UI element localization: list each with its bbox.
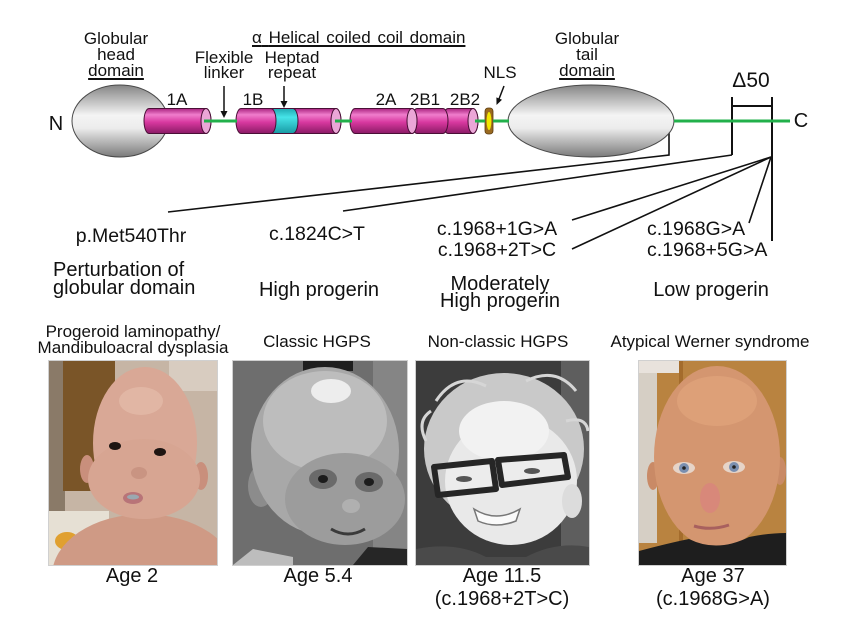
alpha-symbol: α — [252, 28, 262, 47]
connector-c1968ga — [748, 156, 772, 224]
patient-portrait-image — [49, 361, 217, 565]
flexible-linker-line1: Flexible — [194, 48, 254, 67]
connector-p-met540thr — [167, 131, 670, 213]
heptad-repeat-arrow-icon — [280, 86, 288, 108]
tail-label-line1: Globular — [554, 29, 620, 48]
segment-2a-label: 2A — [375, 90, 397, 109]
photo-caption-3: Age 11.5 (c.1968+2T>C) — [435, 565, 570, 611]
variant-c1824ct: c.1824C>T — [269, 223, 365, 245]
phenotype-group-4: Atypical Werner syndrome — [610, 332, 810, 351]
heptad-repeat-line2: repeat — [267, 63, 317, 82]
effect-line1: Perturbation of — [53, 259, 185, 281]
effect-line1: Moderately — [450, 273, 550, 295]
heptad-repeat-label: Heptad repeat — [264, 48, 320, 82]
variant-group-2: c.1824C>T — [269, 224, 365, 245]
genotype-label: (c.1968+2T>C) — [434, 588, 570, 610]
connector-c1968-1ga — [571, 156, 772, 221]
connector-c1824ct — [342, 154, 733, 212]
age-label: Age 37 — [681, 565, 745, 587]
age-label: Age 5.4 — [283, 565, 353, 587]
nls-arrow-icon — [496, 85, 505, 105]
head-label-line3: domain — [88, 61, 144, 80]
segment-2b2-cylinder — [442, 108, 479, 134]
effect-line1: High progerin — [258, 279, 380, 301]
effect-line2: globular domain — [53, 277, 196, 299]
phenotype-group-3: Non-classic HGPS — [427, 332, 569, 351]
variant-connector-lines — [167, 131, 772, 250]
segment-2a-cylinder — [349, 108, 418, 134]
patient-portrait-image — [639, 361, 786, 565]
patient-portrait-image — [233, 361, 407, 565]
connector-c1968-2tc — [571, 156, 772, 250]
effect-group-2: High progerin — [258, 279, 380, 301]
phenotype-line2: Mandibuloacral dysplasia — [37, 338, 229, 357]
globular-tail-domain-shape — [507, 84, 675, 158]
effect-group-1: Perturbation of globular domain — [53, 259, 196, 299]
globular-head-domain-label: Globular head domain — [83, 29, 149, 80]
segment-1a-label: 1A — [166, 90, 188, 109]
head-label-line1: Globular — [83, 29, 149, 48]
photo-caption-2: Age 5.4 — [284, 565, 353, 588]
age-label: Age 11.5 — [462, 565, 542, 587]
tail-label-line3: domain — [559, 61, 615, 80]
variant-group-1: p.Met540Thr — [76, 226, 187, 247]
effect-group-4: Low progerin — [653, 279, 769, 301]
patient-portrait-image — [416, 361, 589, 565]
tail-label-line2: tail — [576, 45, 598, 64]
patient-photo-2 — [233, 361, 407, 565]
flexible-linker-arrow-icon — [220, 86, 228, 118]
age-label: Age 2 — [105, 565, 159, 587]
phenotype-group-1: Progeroid laminopathy/ Mandibuloacral dy… — [37, 322, 229, 357]
variant-c1968-1ga: c.1968+1G>A — [436, 218, 558, 240]
variant-p-met540thr: p.Met540Thr — [75, 225, 187, 247]
nls-label: NLS — [483, 63, 517, 82]
segment-2b1-label: 2B1 — [409, 90, 441, 109]
variant-c1968ga: c.1968G>A — [647, 218, 746, 240]
nls-marker — [484, 107, 494, 135]
variant-group-4: c.1968G>A c.1968+5G>A — [647, 219, 767, 261]
patient-photo-4 — [639, 361, 786, 565]
c-terminus-label: C — [793, 110, 809, 132]
effect-line2: High progerin — [439, 290, 561, 312]
coiled-coil-domain-title: α Helical coiled coil domain — [252, 29, 465, 46]
patient-photo-3 — [416, 361, 589, 565]
phenotype-group-2: Classic HGPS — [263, 332, 371, 351]
segment-1b-cylinder — [235, 108, 342, 134]
n-terminus-label: N — [48, 113, 64, 135]
variant-c1968-2tc: c.1968+2T>C — [437, 239, 557, 261]
segment-2b2-label: 2B2 — [449, 90, 481, 109]
heptad-repeat-band — [270, 108, 299, 134]
genotype-label: (c.1968G>A) — [656, 588, 770, 610]
flexible-linker-label: Flexible linker — [194, 48, 254, 82]
photo-caption-1: Age 2 — [106, 565, 158, 588]
variant-c1968-5ga: c.1968+5G>A — [647, 239, 768, 261]
effect-line1: Low progerin — [653, 279, 769, 301]
coiled-coil-title-text: Helical coiled coil domain — [268, 28, 466, 47]
effect-group-3: Moderately High progerin — [439, 273, 561, 312]
delta50-label: Δ50 — [732, 69, 770, 92]
flexible-linker-line2: linker — [203, 63, 245, 82]
patient-photo-1 — [49, 361, 217, 565]
segment-1b-label: 1B — [242, 90, 264, 109]
segment-1a-cylinder — [143, 108, 212, 134]
phenotype-line1: Progeroid laminopathy/ — [45, 322, 221, 341]
head-label-line2: head — [97, 45, 135, 64]
heptad-repeat-line1: Heptad — [264, 48, 320, 67]
variant-group-3: c.1968+1G>A c.1968+2T>C — [437, 219, 557, 261]
photo-caption-4: Age 37 (c.1968G>A) — [656, 565, 770, 611]
globular-tail-domain-label: Globular tail domain — [554, 29, 620, 80]
